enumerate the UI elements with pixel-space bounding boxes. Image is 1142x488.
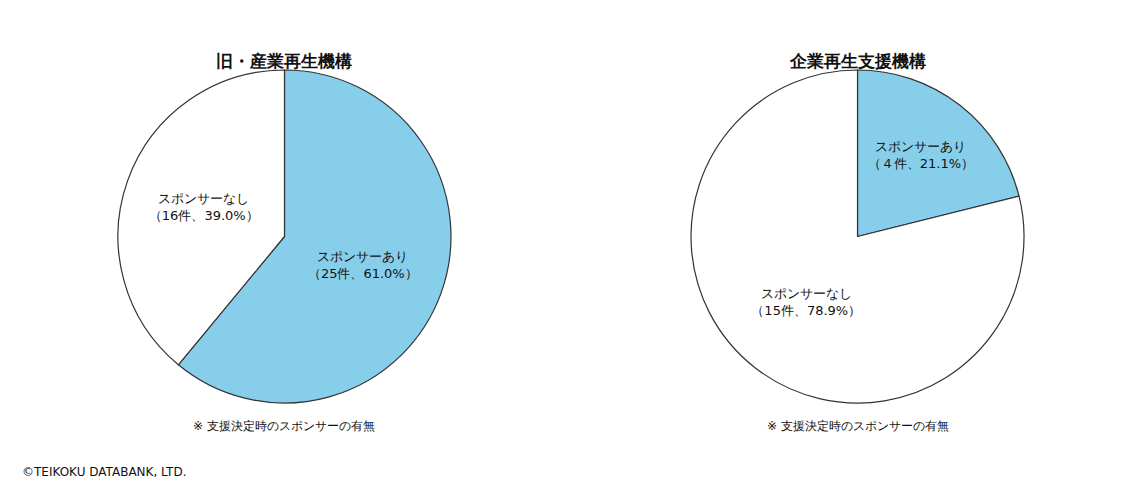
svg-text:スポンサーあり（25件、61.0%）: スポンサーあり（25件、61.0%）	[308, 249, 418, 281]
svg-text:©TEIKOKU DATABANK, LTD.: ©TEIKOKU DATABANK, LTD.	[22, 465, 187, 479]
svg-text:※ 支援決定時のスポンサーの有無: ※ 支援決定時のスポンサーの有無	[193, 419, 375, 433]
svg-text:企業再生支援機構: 企業再生支援機構	[789, 51, 926, 71]
svg-text:スポンサーあり（４件、21.1%）: スポンサーあり（４件、21.1%）	[868, 139, 974, 171]
svg-text:スポンサーなし（16件、39.0%）: スポンサーなし（16件、39.0%）	[149, 191, 259, 223]
svg-text:スポンサーなし（15件、78.9%）: スポンサーなし（15件、78.9%）	[751, 286, 861, 318]
svg-text:※ 支援決定時のスポンサーの有無: ※ 支援決定時のスポンサーの有無	[767, 419, 949, 433]
svg-text:旧・産業再生機構: 旧・産業再生機構	[216, 51, 352, 71]
